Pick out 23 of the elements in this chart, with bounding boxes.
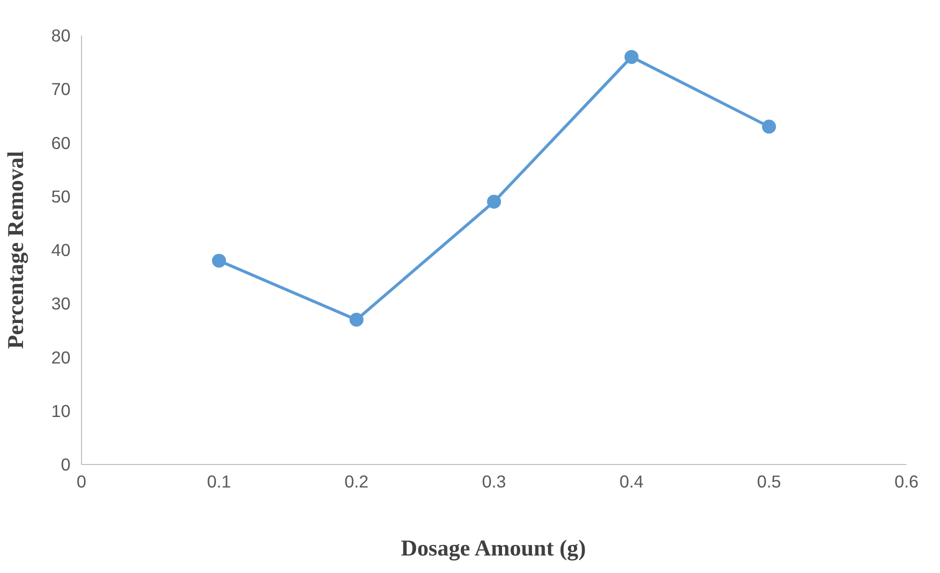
- x-tick-label: 0.4: [619, 472, 644, 492]
- y-tick-label: 70: [51, 79, 71, 100]
- point: [350, 312, 364, 327]
- y-tick-label: 50: [51, 186, 71, 206]
- x-axis-title: Dosage Amount (g): [400, 536, 586, 560]
- point: [212, 254, 226, 268]
- x-tick-label: 0.3: [482, 472, 506, 492]
- point: [762, 120, 776, 134]
- x-tick-label: 0.6: [894, 472, 919, 492]
- y-axis-title: Percentage Removal: [3, 151, 28, 349]
- y-tick-label: 40: [51, 240, 71, 260]
- x-tick-label: 0.5: [756, 472, 782, 492]
- y-tick-label: 20: [51, 347, 71, 368]
- y-tick-label: 0: [60, 454, 71, 474]
- y-tick-label: 30: [51, 294, 71, 314]
- y-tick-label: 80: [51, 26, 71, 46]
- y-tick-label: 10: [51, 400, 71, 421]
- x-tick-label: 0: [76, 472, 86, 492]
- y-tick-label: 60: [51, 132, 71, 153]
- x-tick-label: 0.2: [344, 472, 369, 492]
- point: [624, 50, 638, 64]
- x-tick-label: 0.1: [206, 472, 232, 492]
- point: [487, 194, 501, 209]
